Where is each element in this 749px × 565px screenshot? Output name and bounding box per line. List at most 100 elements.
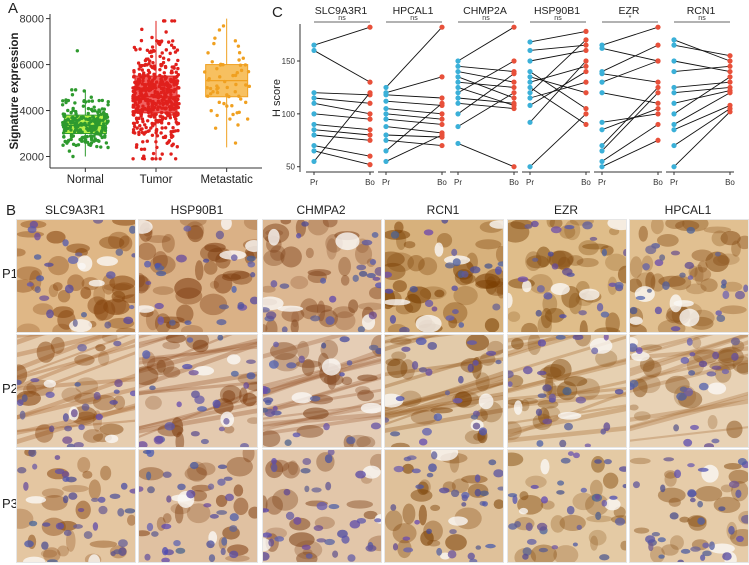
pair-line: [673, 44, 731, 57]
stroma-fiber: [630, 399, 748, 422]
data-point: [99, 112, 103, 116]
cell-nucleus: [688, 370, 696, 376]
data-point: [73, 88, 78, 92]
data-point: [145, 139, 150, 143]
cell-nucleus: [61, 471, 70, 478]
cell-nucleus: [495, 359, 502, 365]
bo-point: [511, 79, 517, 85]
stained-region: [564, 220, 581, 241]
pair-line: [385, 102, 443, 152]
cell-nucleus: [68, 492, 78, 500]
cell-nucleus: [352, 274, 359, 282]
data-point: [176, 58, 180, 63]
cell-nucleus: [70, 409, 78, 418]
stroma-fiber: [17, 335, 46, 345]
cell-nucleus: [296, 233, 302, 239]
cell-nucleus: [730, 337, 740, 346]
cell-nucleus: [530, 484, 539, 490]
pr-point: [527, 47, 533, 54]
cell-nucleus: [389, 315, 397, 324]
outlier-point: [75, 49, 80, 53]
pr-point: [527, 79, 533, 85]
lumen-space: [513, 400, 523, 415]
stained-region: [348, 299, 359, 313]
pr-point: [311, 95, 317, 101]
data-point: [171, 134, 175, 138]
data-point: [163, 107, 168, 111]
stained-region: [420, 530, 434, 546]
cell-nucleus: [449, 529, 457, 535]
cell-nucleus: [246, 372, 256, 380]
cell-nucleus: [698, 360, 708, 368]
cell-nucleus: [466, 340, 478, 345]
pair-line: [673, 92, 731, 125]
data-point: [172, 45, 177, 50]
data-point: [231, 73, 235, 78]
cell-nucleus: [188, 370, 199, 376]
stained-region: [391, 351, 407, 361]
data-point: [86, 111, 90, 116]
data-point: [172, 83, 176, 87]
cell-nucleus: [93, 220, 104, 224]
cell-nucleus: [223, 417, 230, 425]
lumen-space: [335, 232, 360, 251]
pr-point: [527, 84, 533, 91]
sig-label: ns: [482, 15, 490, 22]
stained-region: [475, 273, 501, 289]
cell-nucleus: [247, 261, 256, 268]
stained-region: [525, 475, 547, 489]
cell-nucleus: [189, 461, 199, 470]
cell-nucleus: [316, 538, 327, 543]
data-point: [137, 94, 142, 99]
cell-nucleus: [182, 363, 193, 370]
data-point: [79, 130, 83, 135]
cell-nucleus: [461, 502, 467, 507]
bo-point: [583, 42, 589, 48]
pair-line: [601, 44, 659, 72]
cell-nucleus: [229, 525, 238, 532]
cell-nucleus: [530, 220, 539, 228]
bo-point: [727, 109, 733, 115]
cell-nucleus: [715, 251, 721, 257]
cell-nucleus: [63, 529, 72, 537]
data-point: [169, 130, 173, 134]
cell-nucleus: [302, 458, 312, 465]
pair-line: [385, 134, 443, 162]
data-point: [156, 105, 160, 109]
pair-line: [313, 145, 371, 157]
bo-point: [439, 95, 445, 101]
cell-nucleus: [347, 554, 356, 562]
data-point: [96, 113, 101, 117]
data-point: [143, 106, 147, 111]
data-point: [89, 137, 94, 142]
stroma-fiber: [17, 386, 135, 420]
lumen-space: [96, 256, 118, 267]
ihc-image-tile: [629, 449, 749, 563]
stained-region: [403, 241, 416, 249]
stained-region: [209, 280, 220, 289]
cell-nucleus: [538, 547, 548, 553]
pr-point: [311, 148, 317, 154]
stained-region: [679, 516, 690, 523]
cell-nucleus: [194, 395, 205, 405]
cell-nucleus: [548, 393, 557, 402]
stained-region: [246, 382, 257, 392]
cell-nucleus: [358, 270, 368, 277]
pr-point: [671, 42, 677, 48]
data-point: [153, 101, 157, 106]
data-point: [135, 143, 139, 147]
stained-region: [410, 489, 433, 502]
data-point: [103, 133, 107, 138]
paired-group-ezr: EZR* Pr Bo: [593, 3, 665, 187]
data-point: [203, 70, 207, 74]
cell-nucleus: [271, 457, 277, 465]
cell-nucleus: [304, 485, 310, 493]
cell-nucleus: [62, 436, 73, 444]
cell-nucleus: [536, 285, 545, 293]
panel-b-letter: B: [6, 202, 17, 219]
data-point: [159, 131, 163, 135]
stained-region: [41, 517, 66, 536]
pair-line: [601, 26, 659, 46]
data-point: [97, 132, 101, 136]
